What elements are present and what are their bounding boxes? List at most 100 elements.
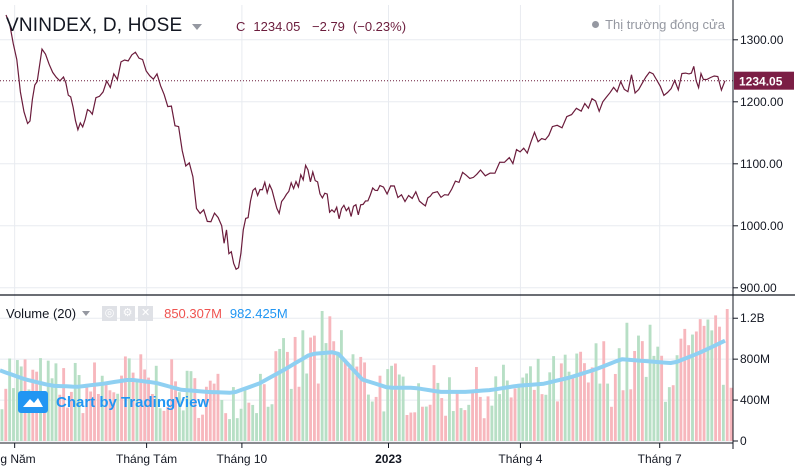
volume-bar <box>231 387 235 441</box>
volume-bar <box>355 366 359 441</box>
volume-bar <box>525 373 529 441</box>
volume-header: Volume (20) ◎ ⚙ ✕ 850.307M 982.425M <box>6 306 288 321</box>
price-tick-label: 1200.00 <box>740 95 784 109</box>
volume-bar <box>529 366 532 441</box>
volume-bar <box>505 380 509 441</box>
volume-bar <box>498 394 502 441</box>
volume-bar <box>343 360 347 441</box>
close-icon[interactable]: ✕ <box>138 306 154 321</box>
volume-bar <box>421 406 424 441</box>
volume-bar <box>301 330 305 441</box>
time-tick-label: Tháng Tám <box>116 452 177 466</box>
volume-bar <box>610 406 613 441</box>
volume-bar <box>201 414 204 441</box>
market-status: Thị trường đóng cửa <box>592 17 725 32</box>
volume-bar <box>367 394 370 441</box>
volume-bar <box>459 408 463 441</box>
volume-bar <box>679 338 683 441</box>
tradingview-watermark[interactable]: Chart by TradingView <box>18 391 209 413</box>
volume-bar <box>282 338 285 441</box>
volume-bar <box>667 387 671 441</box>
volume-bar <box>382 411 386 441</box>
volume-bar <box>563 354 567 441</box>
change-value: −2.79 <box>312 19 345 34</box>
volume-bar <box>451 411 455 441</box>
volume-bar <box>332 341 336 441</box>
volume-bar <box>721 384 725 441</box>
volume-bar <box>316 383 320 441</box>
symbol-dropdown-icon[interactable] <box>192 24 203 30</box>
volume-bar <box>706 319 710 441</box>
volume-bar <box>0 409 4 441</box>
volume-bar <box>104 384 108 441</box>
volume-bar <box>413 412 417 441</box>
volume-bar <box>12 388 15 441</box>
volume-bar <box>247 402 251 441</box>
price-tick-label: 1100.00 <box>740 157 783 171</box>
volume-bar <box>475 366 478 441</box>
last-price-label: 1234.05 <box>739 75 783 89</box>
symbol-header[interactable]: VNINDEX, D, HOSE <box>6 14 203 38</box>
volume-bar <box>594 343 598 441</box>
volume-bar <box>725 309 729 441</box>
volume-bar <box>513 388 517 441</box>
volume-bar <box>154 365 158 441</box>
volume-bar <box>471 390 475 441</box>
volume-bar <box>93 362 96 441</box>
volume-bar <box>683 328 687 441</box>
volume-bar <box>378 375 382 441</box>
volume-bar <box>81 413 85 441</box>
volume-bar <box>644 376 648 441</box>
volume-bar <box>8 358 12 441</box>
volume-bar <box>116 393 120 441</box>
volume-bar <box>671 385 675 441</box>
gear-icon[interactable]: ⚙ <box>120 306 136 321</box>
volume-bar <box>637 335 640 441</box>
volume-bar <box>517 383 521 441</box>
volume-bar <box>166 406 170 441</box>
volume-bar <box>714 315 718 441</box>
volume-bar <box>424 406 428 441</box>
volume-title[interactable]: Volume (20) <box>6 306 77 321</box>
volume-bar <box>212 383 216 441</box>
volume-bar <box>320 310 324 441</box>
last-price-label-bg <box>734 71 794 90</box>
volume-bar <box>556 401 559 441</box>
volume-bar <box>629 389 633 441</box>
eye-icon[interactable]: ◎ <box>102 306 118 321</box>
volume-tick-label: 1.2B <box>740 311 765 325</box>
volume-bar <box>428 404 432 441</box>
volume-bar <box>309 337 312 441</box>
volume-bar <box>150 393 154 441</box>
volume-bar <box>69 391 73 441</box>
volume-bar <box>15 360 19 441</box>
time-tick-label: Tháng 4 <box>498 452 542 466</box>
volume-bar <box>478 396 482 441</box>
volume-bar <box>640 341 644 441</box>
volume-bar <box>394 363 397 441</box>
volume-bar <box>262 384 266 441</box>
volume-bar <box>490 405 494 441</box>
symbol-title[interactable]: VNINDEX, D, HOSE <box>6 15 183 36</box>
volume-bar <box>289 388 293 441</box>
volume-bar <box>278 348 282 441</box>
volume-bar <box>486 396 490 441</box>
volume-bar <box>386 369 390 441</box>
volume-bar <box>339 330 343 441</box>
volume-bar <box>139 354 143 441</box>
volume-bar <box>586 382 590 441</box>
volume-bar <box>598 383 602 441</box>
volume-bar <box>89 391 93 441</box>
volume-bar <box>509 397 513 441</box>
volume-bar <box>270 404 274 441</box>
volume-bar <box>617 348 621 441</box>
volume-dropdown-icon[interactable] <box>82 311 91 316</box>
volume-bar <box>660 355 664 441</box>
volume-bar <box>536 358 540 441</box>
time-tick-label: Tháng 10 <box>217 452 268 466</box>
volume-tick-label: 800M <box>740 352 770 366</box>
volume-bar <box>147 377 150 441</box>
volume-bar <box>66 407 69 441</box>
